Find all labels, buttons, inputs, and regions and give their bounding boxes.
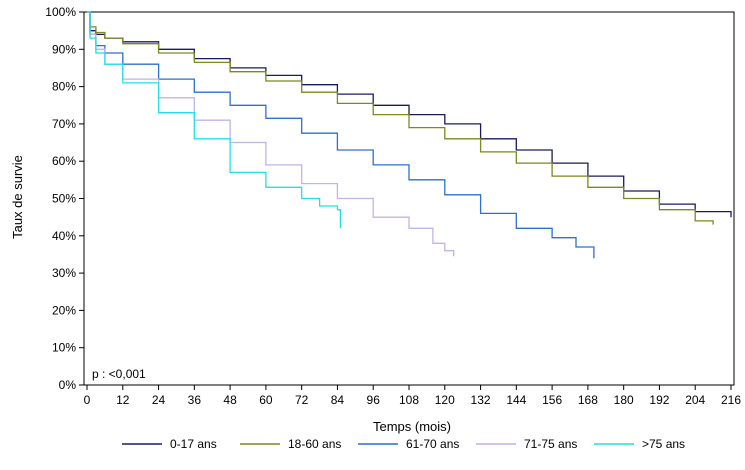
x-tick-label: 24 xyxy=(152,393,166,407)
x-tick-label: 96 xyxy=(367,393,381,407)
x-tick-label: 216 xyxy=(721,393,741,407)
x-tick-label: 36 xyxy=(188,393,202,407)
x-tick-label: 48 xyxy=(223,393,237,407)
x-tick-label: 0 xyxy=(84,393,91,407)
x-tick-label: 192 xyxy=(649,393,669,407)
x-tick-label: 84 xyxy=(331,393,345,407)
y-axis: 0% 10% 20% 30% 40% 50% 60% 70% 80% 90% 100% xyxy=(45,5,84,392)
p-value-annotation: p : <0,001 xyxy=(92,367,146,381)
y-tick-label: 40% xyxy=(52,229,76,243)
y-tick-label: 70% xyxy=(52,117,76,131)
legend-label: 71-75 ans xyxy=(524,437,577,451)
x-axis-label: Temps (mois) xyxy=(373,419,451,434)
series-layer xyxy=(87,11,732,259)
x-tick-label: 180 xyxy=(614,393,634,407)
legend-label: 61-70 ans xyxy=(406,437,459,451)
series-line-2 xyxy=(87,11,714,225)
y-axis-label: Taux de survie xyxy=(10,155,25,239)
y-tick-label: 0% xyxy=(59,378,77,392)
x-tick-label: 60 xyxy=(259,393,273,407)
y-tick-label: 100% xyxy=(45,5,76,19)
x-tick-label: 204 xyxy=(685,393,705,407)
x-tick-label: 72 xyxy=(295,393,309,407)
series-line-4 xyxy=(87,11,455,257)
y-tick-label: 80% xyxy=(52,80,76,94)
x-tick-label: 156 xyxy=(542,393,562,407)
y-tick-label: 90% xyxy=(52,42,76,56)
y-tick-label: 20% xyxy=(52,303,76,317)
x-tick-label: 108 xyxy=(399,393,419,407)
y-tick-label: 60% xyxy=(52,154,76,168)
y-tick-label: 30% xyxy=(52,266,76,280)
x-tick-label: 144 xyxy=(506,393,526,407)
legend: 0-17 ans 18-60 ans 61-70 ans 71-75 ans >75 a… xyxy=(122,437,685,451)
legend-label: >75 ans xyxy=(642,437,685,451)
x-tick-label: 132 xyxy=(471,393,491,407)
legend-label: 0-17 ans xyxy=(170,437,217,451)
series-line-5 xyxy=(87,11,342,229)
y-tick-label: 50% xyxy=(52,192,76,206)
x-axis: 0 12 24 36 48 60 72 84 96 108 120 132 144 156 168 180 19… xyxy=(84,385,741,407)
x-tick-label: 168 xyxy=(578,393,598,407)
y-tick-label: 10% xyxy=(52,341,76,355)
legend-label: 18-60 ans xyxy=(288,437,341,451)
x-tick-label: 120 xyxy=(435,393,455,407)
x-tick-label: 12 xyxy=(116,393,130,407)
